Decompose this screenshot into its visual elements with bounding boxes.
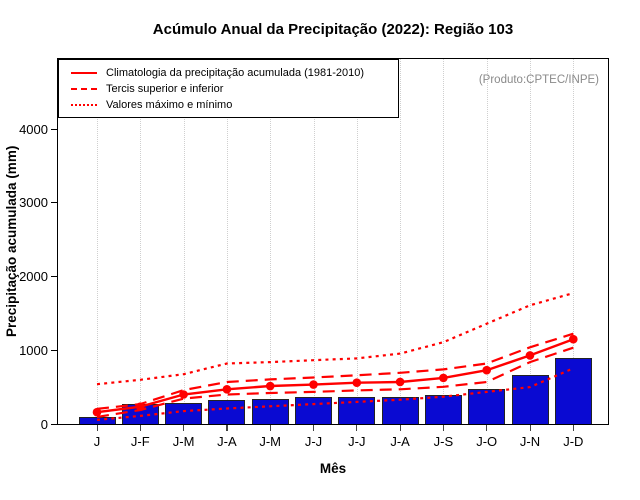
plot-area: Climatologia da precipitação acumulada (… [57, 58, 609, 425]
y-tick-label: 0 [40, 416, 48, 432]
climatology-point [569, 334, 578, 344]
month-gridline [400, 59, 402, 424]
legend-item-label: Climatologia da precipitação acumulada (… [106, 67, 365, 79]
solid-line-sample [71, 72, 97, 74]
climatology-point [179, 390, 188, 399]
x-tick-mark [226, 425, 228, 431]
y-tick-mark [51, 128, 57, 130]
max-line [96, 292, 574, 386]
watermark: (Produto:CPTEC/INPE) [478, 74, 599, 86]
tercil-upper-line [96, 332, 574, 410]
y-tick-label: 4000 [19, 121, 48, 137]
y-tick-mark [51, 202, 57, 204]
climatology-point [265, 381, 275, 391]
precipitation-bar [295, 397, 332, 424]
legend: Climatologia da precipitação acumulada (… [58, 59, 399, 118]
x-tick-label: J-N [519, 434, 541, 449]
x-tick-mark [313, 425, 315, 431]
precipitation-bar [165, 403, 203, 424]
month-gridline [573, 59, 575, 424]
climatology-point [395, 377, 405, 387]
y-tick-label: 1000 [19, 342, 48, 358]
x-tick-label: J-A [217, 434, 237, 449]
x-tick-mark [529, 425, 531, 431]
x-axis-label: Mês [319, 461, 347, 476]
precipitation-bar [554, 358, 592, 424]
x-tick-label: J-F [130, 434, 150, 449]
y-tick-mark [51, 349, 57, 351]
x-tick-label: J-D [563, 434, 584, 449]
x-tick-label: J-J [348, 434, 366, 449]
x-tick-mark [139, 425, 141, 431]
x-tick-label: J-M [172, 434, 195, 449]
climatology-point [439, 373, 448, 383]
precipitation-bar [251, 398, 289, 424]
y-axis-label: Precipitação acumulada (mm) [4, 145, 19, 338]
month-gridline [313, 59, 315, 424]
legend-item: Climatologia da precipitação acumulada (… [71, 65, 398, 81]
month-gridline [226, 59, 228, 424]
legend-item-label: Valores máximo e mínimo [106, 99, 233, 111]
climatology-point [222, 385, 232, 394]
y-tick-mark [51, 276, 57, 278]
x-tick-mark [399, 425, 401, 431]
tercil-lower-line [96, 346, 574, 419]
y-tick-label: 2000 [19, 269, 48, 285]
month-gridline [486, 59, 488, 424]
month-gridline [530, 59, 531, 424]
x-tick-label: J [93, 434, 101, 449]
y-tick-mark [51, 423, 57, 425]
x-tick-label: J-S [433, 434, 454, 449]
month-gridline [140, 59, 142, 424]
x-tick-mark [486, 425, 488, 431]
y-tick-label: 3000 [19, 195, 48, 211]
month-gridline [183, 59, 185, 424]
precipitation-bar [381, 397, 419, 424]
x-tick-mark [442, 425, 445, 431]
climatology-line [96, 338, 574, 414]
x-tick-mark [183, 425, 185, 431]
precipitation-bar [208, 400, 246, 424]
precipitation-bar [511, 375, 549, 424]
climatology-point [352, 378, 362, 388]
x-tick-mark [269, 425, 271, 431]
month-gridline [97, 59, 98, 424]
x-tick-mark [96, 425, 98, 431]
precipitation-bar [468, 389, 506, 424]
climatology-point [309, 380, 318, 389]
x-tick-label: J-M [259, 434, 282, 449]
x-tick-label: J-J [304, 434, 323, 449]
climatology-point [525, 351, 535, 360]
precipitation-bar [78, 416, 116, 424]
legend-item: Tercis superior e inferior [71, 81, 398, 97]
min-line [96, 367, 574, 421]
month-gridline [356, 59, 358, 424]
x-tick-mark [572, 425, 574, 431]
precipitation-bar [338, 397, 376, 424]
legend-item-label: Tercis superior e inferior [106, 83, 224, 95]
chart-title: Acúmulo Anual da Precipitação (2022): Re… [152, 21, 514, 38]
dashed-line-sample [71, 88, 97, 90]
x-tick-label: J-O [476, 434, 498, 449]
x-tick-mark [356, 425, 358, 431]
climatology-point [482, 365, 492, 375]
legend-item: Valores máximo e mínimo [71, 97, 398, 113]
line-layer [92, 292, 578, 421]
dotted-line-sample [71, 104, 97, 106]
month-gridline [443, 59, 445, 424]
x-tick-label: J-A [390, 434, 410, 449]
climatology-point [92, 407, 102, 417]
month-gridline [270, 59, 272, 424]
